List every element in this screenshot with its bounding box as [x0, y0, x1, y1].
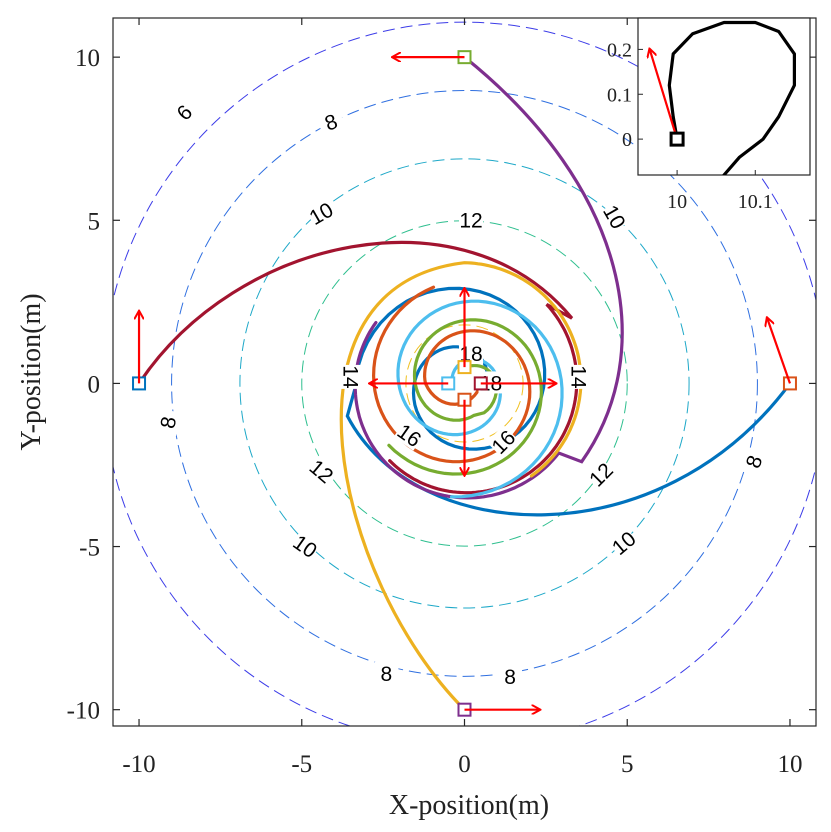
- contour-label-bg: [607, 526, 640, 559]
- inset-plot: 10 10.1 0 0.1 0.2: [607, 17, 811, 213]
- contour-label: 14: [566, 365, 589, 389]
- contour-level-8: [171, 90, 758, 677]
- trajectory-yellow: [339, 261, 583, 712]
- contour-label-bg: [315, 107, 346, 136]
- contour-label: 8: [156, 415, 181, 431]
- contour-label-bg: [340, 364, 363, 389]
- contour-label-bg: [498, 665, 523, 688]
- inset-x-tick-label: 10: [667, 191, 687, 213]
- contour-label-bg: [738, 446, 768, 477]
- contour-label: 14: [339, 365, 362, 389]
- contour-label: 10: [306, 198, 338, 230]
- inset-y-tick-label: 0.1: [607, 84, 632, 106]
- x-tick-label: 0: [458, 751, 471, 778]
- contour-label: 12: [459, 209, 482, 232]
- contour-level-10: [239, 158, 690, 609]
- x-tick-label: -10: [122, 751, 155, 778]
- contour-label: 8: [504, 666, 516, 689]
- contour-label-bg: [305, 454, 339, 487]
- contour-label-bg: [486, 425, 520, 458]
- y-tick-label: 0: [88, 371, 101, 398]
- trajectory-maroon: [137, 240, 579, 495]
- contour-label-bg: [568, 364, 591, 389]
- x-axis-title: X-position(m): [389, 790, 549, 821]
- x-tick-label: 10: [777, 751, 802, 778]
- inset-trajectory: [667, 20, 796, 175]
- contour-label: 16: [393, 420, 425, 452]
- contour-label-bg: [304, 197, 337, 229]
- contour-label-bg: [393, 418, 426, 451]
- trajectory-purple: [353, 55, 624, 500]
- contour-label: 10: [289, 531, 321, 563]
- contour-label-bg: [167, 95, 201, 129]
- x-tick-label: 5: [621, 751, 634, 778]
- y-tick-label: 10: [75, 45, 100, 72]
- inset-y-tick-label: 0: [622, 129, 632, 151]
- y-tick-label: 5: [88, 208, 101, 235]
- contour-label-bg: [459, 208, 484, 231]
- inset-background: [637, 17, 811, 176]
- contour-label: 8: [381, 663, 393, 686]
- contour-label-bg: [374, 661, 399, 684]
- inset-start-marker: [669, 131, 685, 147]
- inset-x-tick-label: 10.1: [738, 191, 773, 213]
- y-tick-label: -10: [67, 698, 100, 725]
- heading-arrows: [139, 57, 792, 710]
- trajectory-blue: [345, 286, 792, 517]
- axis-ticks: -10 -5 0 5 10 -10 -5 0 5 10: [67, 18, 816, 778]
- contour-label-bg: [584, 457, 617, 491]
- heading-arrow: [767, 318, 792, 384]
- inset-heading-arrow: [650, 49, 679, 140]
- trajectory-orange: [371, 285, 532, 464]
- y-tick-label: -5: [79, 535, 100, 562]
- contour-label: 10: [608, 527, 641, 560]
- contour-label-bg: [289, 529, 322, 562]
- contour-label: 12: [305, 456, 338, 489]
- contour-label-bg: [599, 200, 631, 233]
- contour-label-bg: [154, 408, 181, 437]
- inset-y-tick-label: 0.2: [607, 39, 632, 61]
- x-tick-label: -5: [291, 751, 312, 778]
- y-axis-title: Y-position(m): [16, 293, 47, 450]
